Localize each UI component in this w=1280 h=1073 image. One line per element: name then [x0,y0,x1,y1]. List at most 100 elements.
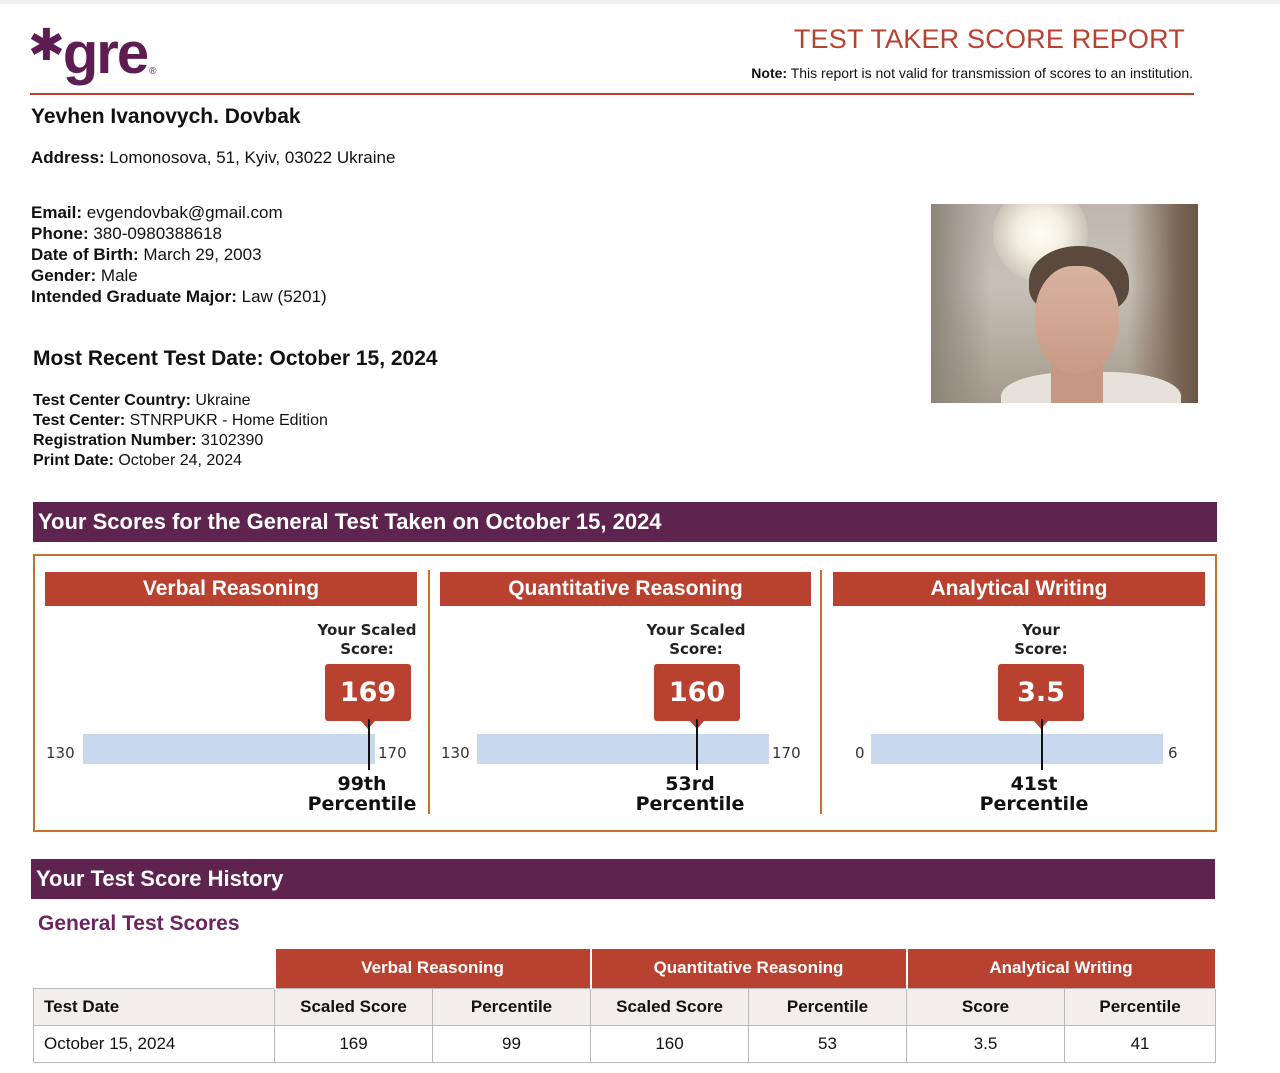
verbal-score-badge: 169 [325,664,411,729]
country-label: Test Center Country: [33,392,191,409]
writing-percentile: 41st Percentile [969,774,1099,814]
country-line: Test Center Country: Ukraine [33,392,251,410]
col-verbal-percentile: Percentile [431,987,592,1026]
table-column-header: Test Date Scaled Score Percentile Scaled… [33,987,1217,1026]
col-quant-scaled: Scaled Score [590,987,750,1026]
quant-label-line1: Your Scaled [646,621,746,639]
group-header-writing: Analytical Writing [905,947,1217,988]
verbal-percentile-word: Percentile [307,793,417,815]
table-group-header: Verbal Reasoning Quantitative Reasoning … [33,947,1217,988]
panel-separator-1 [428,570,430,814]
col-writing-score: Score [906,987,1066,1026]
group-header-quant: Quantitative Reasoning [589,947,908,988]
print-date-value: October 24, 2024 [113,452,242,469]
verbal-scale-max: 170 [378,744,407,762]
quant-scale-min: 130 [441,744,470,762]
table-row: October 15, 2024 169 99 160 53 3.5 41 [33,1024,1217,1063]
history-subtitle: General Test Scores [38,912,240,935]
header-divider [30,93,1194,95]
verbal-score-label: Your Scaled Score: [312,621,422,659]
address-line: Address: Lomonosova, 51, Kyiv, 03022 Ukr… [31,148,395,168]
quant-percentile: 53rd Percentile [625,774,755,814]
verbal-percentile: 99th Percentile [297,774,427,814]
writing-score-badge: 3.5 [998,664,1084,729]
verbal-percentile-value: 99th [337,773,387,795]
verbal-panel-title: Verbal Reasoning [45,572,417,606]
col-test-date: Test Date [33,987,275,1026]
candidate-name: Yevhen Ivanovych. Dovbak [31,105,301,128]
quant-panel-title: Quantitative Reasoning [440,572,811,606]
verbal-scale-min: 130 [46,744,75,762]
verbal-scale-bar [83,734,375,764]
col-verbal-scaled: Scaled Score [274,987,433,1026]
history-section-bar: Your Test Score History [31,859,1215,899]
writing-scale-min: 0 [855,744,865,762]
phone-label: Phone: [31,224,89,243]
cell-quant-scaled: 160 [590,1024,750,1063]
col-quant-percentile: Percentile [748,987,908,1026]
major-value: Law (5201) [236,287,327,306]
address-value: Lomonosova, 51, Kyiv, 03022 Ukraine [104,148,396,167]
email-line: Email: evgendovbak@gmail.com [31,203,283,223]
dob-line: Date of Birth: March 29, 2003 [31,245,262,265]
major-label: Intended Graduate Major: [31,287,237,306]
cell-writing-percentile: 41 [1064,1024,1217,1063]
center-line: Test Center: STNRPUKR - Home Edition [33,412,328,430]
dob-label: Date of Birth: [31,245,139,264]
gender-value: Male [96,266,138,285]
logo-text: gre [62,21,149,86]
group-header-blank [33,948,275,988]
panel-separator-2 [820,570,822,814]
col-writing-percentile: Percentile [1064,987,1217,1026]
writing-scale-bar [871,734,1163,764]
address-label: Address: [31,148,105,167]
writing-percentile-word: Percentile [979,793,1089,815]
dob-value: March 29, 2003 [138,245,262,264]
writing-label-line1: Your [1022,621,1060,639]
gender-label: Gender: [31,266,97,285]
quant-scale-bar [477,734,769,764]
note-label: Note: [751,65,788,81]
candidate-photo [931,204,1198,403]
quant-score-label: Your Scaled Score: [641,621,751,659]
scores-box [33,554,1217,832]
print-date-label: Print Date: [33,452,114,469]
writing-score-label: Your Score: [986,621,1096,659]
registered-mark: ® [149,66,157,77]
asterisk-logo-icon: ✱ [28,20,65,71]
report-title: TEST TAKER SCORE REPORT [793,24,1185,54]
cell-quant-percentile: 53 [748,1024,908,1063]
phone-line: Phone: 380-0980388618 [31,224,222,244]
cell-verbal-scaled: 169 [274,1024,433,1063]
gender-line: Gender: Male [31,266,138,286]
major-line: Intended Graduate Major: Law (5201) [31,287,327,307]
gre-logo: ✱ gre ® [28,20,157,92]
group-header-verbal: Verbal Reasoning [273,947,592,988]
photo-door [1128,204,1198,403]
registration-line: Registration Number: 3102390 [33,432,263,450]
verbal-label-line1: Your Scaled [317,621,417,639]
scores-section-bar: Your Scores for the General Test Taken o… [33,502,1217,542]
center-label: Test Center: [33,412,126,429]
cell-test-date: October 15, 2024 [33,1024,275,1063]
country-value: Ukraine [190,392,251,409]
registration-value: 3102390 [196,432,264,449]
cell-writing-score: 3.5 [906,1024,1066,1063]
verbal-score-marker [368,719,370,770]
email-value: evgendovbak@gmail.com [82,203,283,222]
cell-verbal-percentile: 99 [431,1024,592,1063]
recent-test-date: Most Recent Test Date: October 15, 2024 [33,347,438,370]
report-note: Note: This report is not valid for trans… [751,65,1193,81]
score-history-table: Verbal Reasoning Quantitative Reasoning … [33,947,1217,1063]
quant-score-badge: 160 [654,664,740,729]
writing-label-line2: Score: [1014,640,1068,658]
quant-scale-max: 170 [772,744,801,762]
quant-label-line2: Score: [669,640,723,658]
note-text: This report is not valid for transmissio… [787,65,1193,81]
photo-face [1035,266,1119,374]
verbal-label-line2: Score: [340,640,394,658]
writing-scale-max: 6 [1168,744,1178,762]
writing-percentile-value: 41st [1010,773,1058,795]
print-date-line: Print Date: October 24, 2024 [33,452,242,470]
phone-value: 380-0980388618 [88,224,222,243]
